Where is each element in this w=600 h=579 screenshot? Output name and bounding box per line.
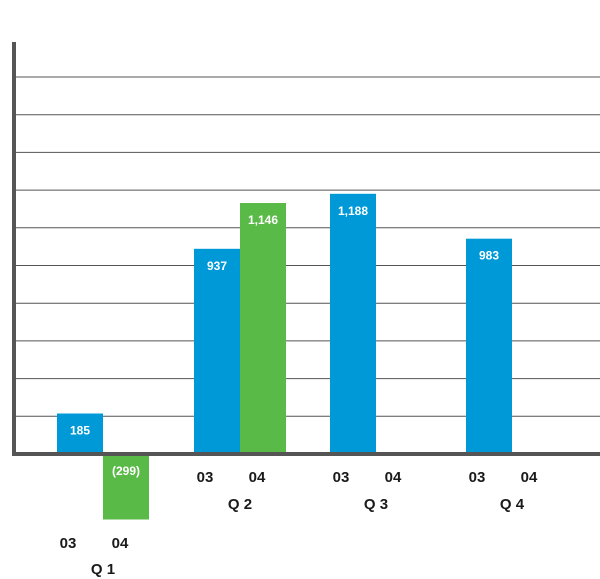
axis-layer (12, 42, 600, 456)
bar-value-label: 1,146 (248, 213, 278, 227)
category-label: Q 2 (228, 496, 252, 513)
category-label: Q 3 (364, 496, 388, 513)
bar-value-label: 983 (479, 249, 499, 263)
grid-layer (14, 76, 600, 417)
series-key-label: 03 (469, 469, 486, 486)
series-key-label: 03 (60, 535, 77, 552)
bar-03-q2 (194, 248, 240, 454)
bar-03-q1 (57, 413, 103, 454)
series-key-label: 04 (249, 469, 266, 486)
bar-03-q4 (466, 238, 512, 454)
series-key-label: 03 (333, 469, 350, 486)
bar-value-label: 937 (207, 259, 227, 273)
bar-value-label: (299) (112, 464, 140, 478)
category-label: Q 1 (91, 561, 115, 578)
bar-03-q3 (330, 193, 376, 455)
bar-04-q2 (240, 203, 286, 454)
bar-value-label: 1,188 (338, 204, 368, 218)
category-label: Q 4 (500, 496, 525, 513)
label-layer: 185 937 1,188 983 (299) 1,146 03 04 Q 1 03 04 Q 2 03… (60, 204, 538, 578)
bar-value-label: 185 (70, 424, 90, 438)
series-key-label: 04 (385, 469, 402, 486)
series-key-label: 04 (112, 535, 129, 552)
bar-layer (57, 193, 512, 520)
bar-04-q1 (103, 454, 149, 520)
series-key-label: 04 (521, 469, 538, 486)
series-key-label: 03 (197, 469, 214, 486)
